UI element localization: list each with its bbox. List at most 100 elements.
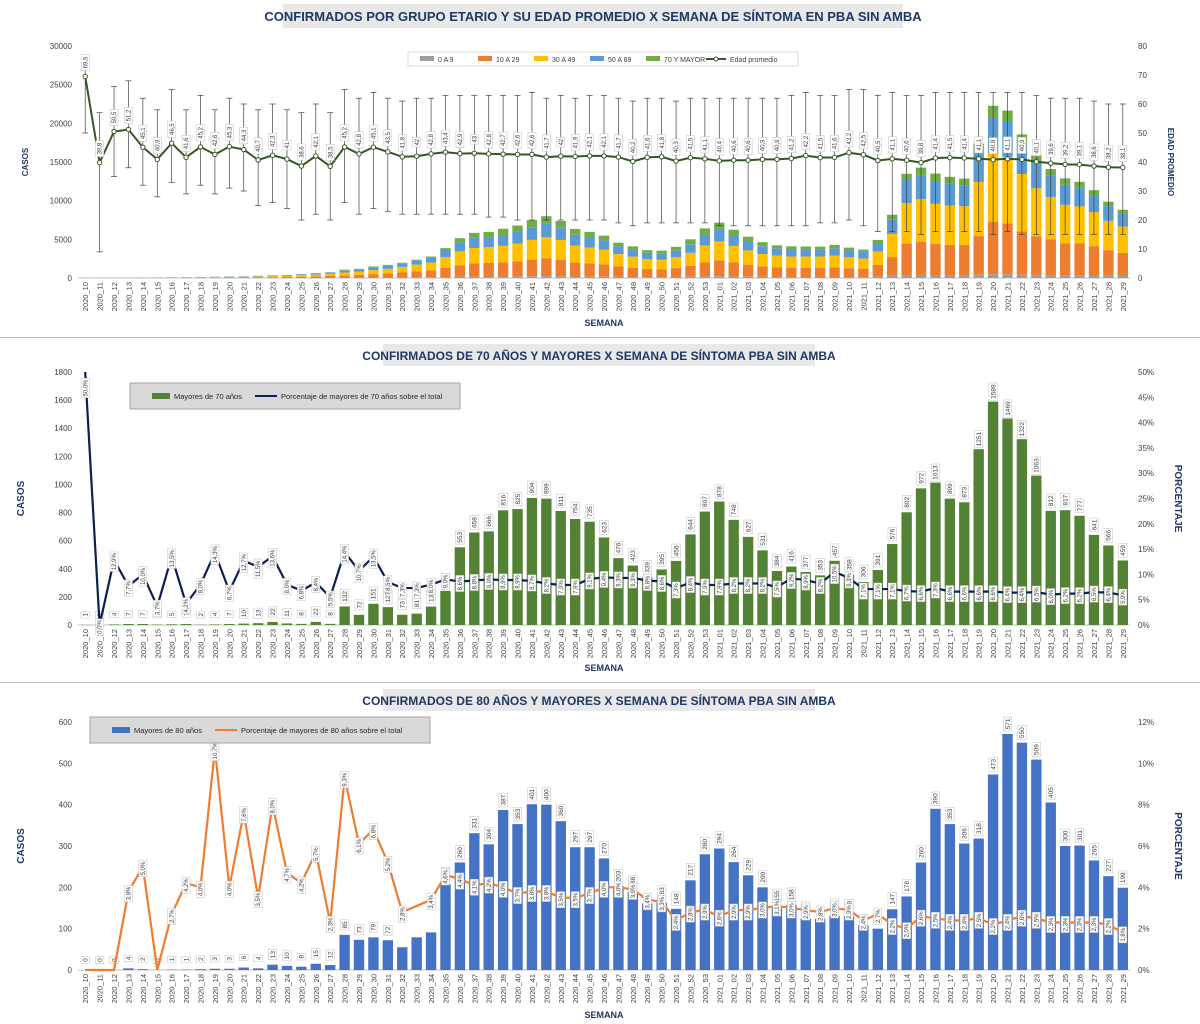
bar [296,623,307,625]
avg-age-label-text: 40,9 [775,139,781,151]
bar-segment [1103,250,1114,276]
percentage-label-text: 12,7% [242,554,248,572]
avg-age-label-bg [715,138,724,156]
avg-age-point [442,149,449,155]
y2-tick-label: 8% [1138,801,1150,810]
y2-tick-label: 6% [1138,842,1150,851]
x-tick-label: 2021_03 [744,629,753,658]
percentage-label: 8,4% [686,576,695,593]
bar-value-label: 391 [873,552,883,568]
percentage-label-bg [354,837,364,855]
bar-value-label-bg [80,956,90,964]
x-tick-label: 2020_36 [456,282,465,311]
bar-value-label-bg [714,484,724,499]
bar-value-label-bg [945,806,955,822]
bar-value-label-text: 777 [1077,500,1084,511]
x-tick-label: 2020_45 [586,629,595,658]
x-tick-label: 2021_29 [1119,629,1128,658]
avg-age-label-text: 40,6 [732,140,738,152]
chart-title-box [283,4,903,28]
percentage-label-bg [1003,914,1012,931]
avg-age-point [615,154,622,160]
avg-age-label-bg [686,135,695,152]
percentage-label: 3,7% [513,887,522,904]
bar [411,937,422,970]
bar-segment [569,245,581,263]
x-tick-label: 2020_22 [254,282,263,311]
x-axis-title: SEMANA [584,318,624,328]
bar-value-label-bg [959,826,969,841]
bar-value-label-bg [628,548,638,563]
percentage-label: 2,3% [1060,916,1070,933]
percentage-label-text: 7,9% [559,580,565,594]
avg-age-label: 38,1 [1118,145,1128,162]
bar-value-label-bg [887,526,897,542]
percentage-label-text: 2,2% [991,919,997,933]
bar-value-label-bg [729,845,739,860]
x-tick-label: 2021_24 [1047,282,1056,311]
bar-value-label-text: 8 [327,612,334,616]
percentage-label-text: 3,0% [761,903,767,917]
percentage-label-text: 2,3% [1078,917,1084,931]
avg-age-point [990,156,996,163]
bar-segment [987,274,999,278]
percentage-label-text: 2,3% [328,917,334,931]
bar-value-label-bg [1075,498,1085,513]
avg-age-label-text: 42,7 [501,134,507,146]
y-tick-label: 1200 [54,452,72,461]
bar-segment [1117,275,1128,278]
y2-tick-label: 50 [1138,129,1147,138]
bar-value-label-text: 353 [947,808,954,819]
avg-age-label: 41,4 [931,135,940,153]
percentage-label-text: 4,4% [458,874,464,888]
percentage-label-bg [671,581,681,599]
avg-age-point [975,156,982,162]
avg-age-label: 42,2 [801,133,811,150]
bar-value-label: 825 [513,491,523,507]
percentage-label: 2,9% [801,903,811,921]
percentage-label-bg [916,585,926,602]
avg-age-label-bg [700,136,710,154]
avg-age-label-bg [470,134,479,145]
percentage-label: 2,3% [1089,916,1099,933]
percentage-label-bg [167,548,176,569]
bar-value-label-bg [570,501,580,517]
bar-value-label-text: 666 [486,516,493,527]
bar-value-label-text: 79 [371,923,378,931]
avg-age-label-text: 45,2 [343,126,349,138]
bar [858,581,869,625]
bar-segment [569,262,581,277]
bar-segment [512,243,523,262]
avg-age-point [471,150,478,157]
x-tick-label: 2021_17 [946,629,955,658]
avg-age-label-text: 40,8 [991,139,997,151]
avg-age-label-text: 39,8 [98,142,104,154]
bar-value-label-text: 358 [846,559,853,570]
x-tick-label: 2020_43 [557,974,566,1003]
percentage-label-text: 3,4% [429,894,435,908]
percentage-label-text: 1,8% [1121,927,1127,941]
bar-segment [512,225,523,232]
bar-value-label-text: 459 [1120,545,1127,556]
bar-value-label: 265 [1089,843,1099,858]
bar-value-label-text: 423 [630,550,637,561]
x-tick-label: 2021_26 [1076,282,1085,311]
avg-age-label: 40,6 [902,137,911,155]
bar-value-label: 358 [844,557,854,572]
x-tick-label: 2021_27 [1090,974,1099,1003]
x-tick-label: 2021_16 [931,629,940,658]
bar-value-label-bg [455,530,465,545]
legend-label: 10 A 29 [496,57,519,64]
bar-value-label-text: 802 [904,496,911,507]
avg-age-label-text: 40,9 [155,139,161,151]
bar [800,572,811,625]
bar-segment [469,237,480,248]
bar-value-label: 553 [455,530,465,545]
bar-value-label: 878 [714,484,724,499]
bar-value-label-text: 807 [702,496,709,507]
bar-segment [656,259,667,270]
bar [1074,515,1085,625]
percentage-label: 8,9% [498,573,508,591]
percentage-label: 6,5% [1032,585,1041,603]
percentage-label-text: 13,5% [170,550,176,568]
